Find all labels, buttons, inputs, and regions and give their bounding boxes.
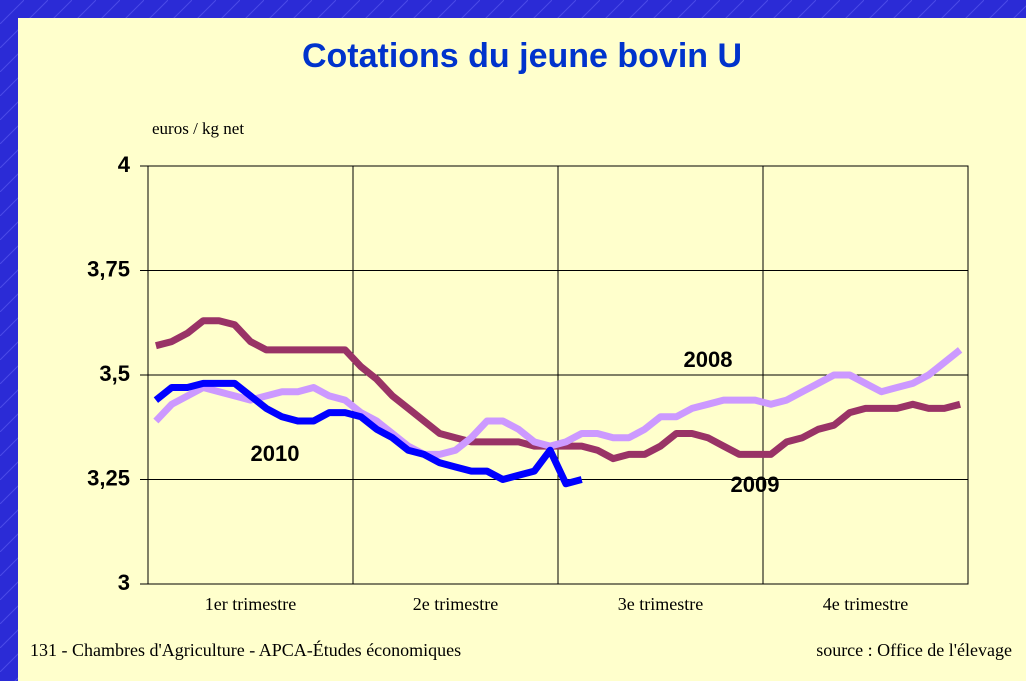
series-label: 2009: [731, 472, 780, 497]
footer-left: 131 - Chambres d'Agriculture - APCA-Étud…: [30, 639, 461, 660]
x-tick-label: 1er trimestre: [205, 594, 296, 614]
series-label: 2008: [684, 347, 733, 372]
y-axis-label: euros / kg net: [152, 119, 244, 138]
x-tick-label: 3e trimestre: [618, 594, 703, 614]
series-line: [153, 347, 963, 458]
y-tick-label: 3,75: [87, 256, 130, 281]
x-tick-label: 2e trimestre: [413, 594, 498, 614]
panel: [18, 18, 1026, 681]
y-tick-label: 4: [118, 152, 131, 177]
series-label: 2010: [251, 441, 300, 466]
y-tick-label: 3: [118, 570, 130, 595]
chart-title: Cotations du jeune bovin U: [302, 37, 742, 75]
y-tick-label: 3,5: [99, 361, 130, 386]
y-tick-label: 3,25: [87, 465, 130, 490]
series-line: [153, 379, 583, 488]
footer-right: source : Office de l'élevage: [816, 640, 1012, 660]
x-tick-label: 4e trimestre: [823, 594, 908, 614]
